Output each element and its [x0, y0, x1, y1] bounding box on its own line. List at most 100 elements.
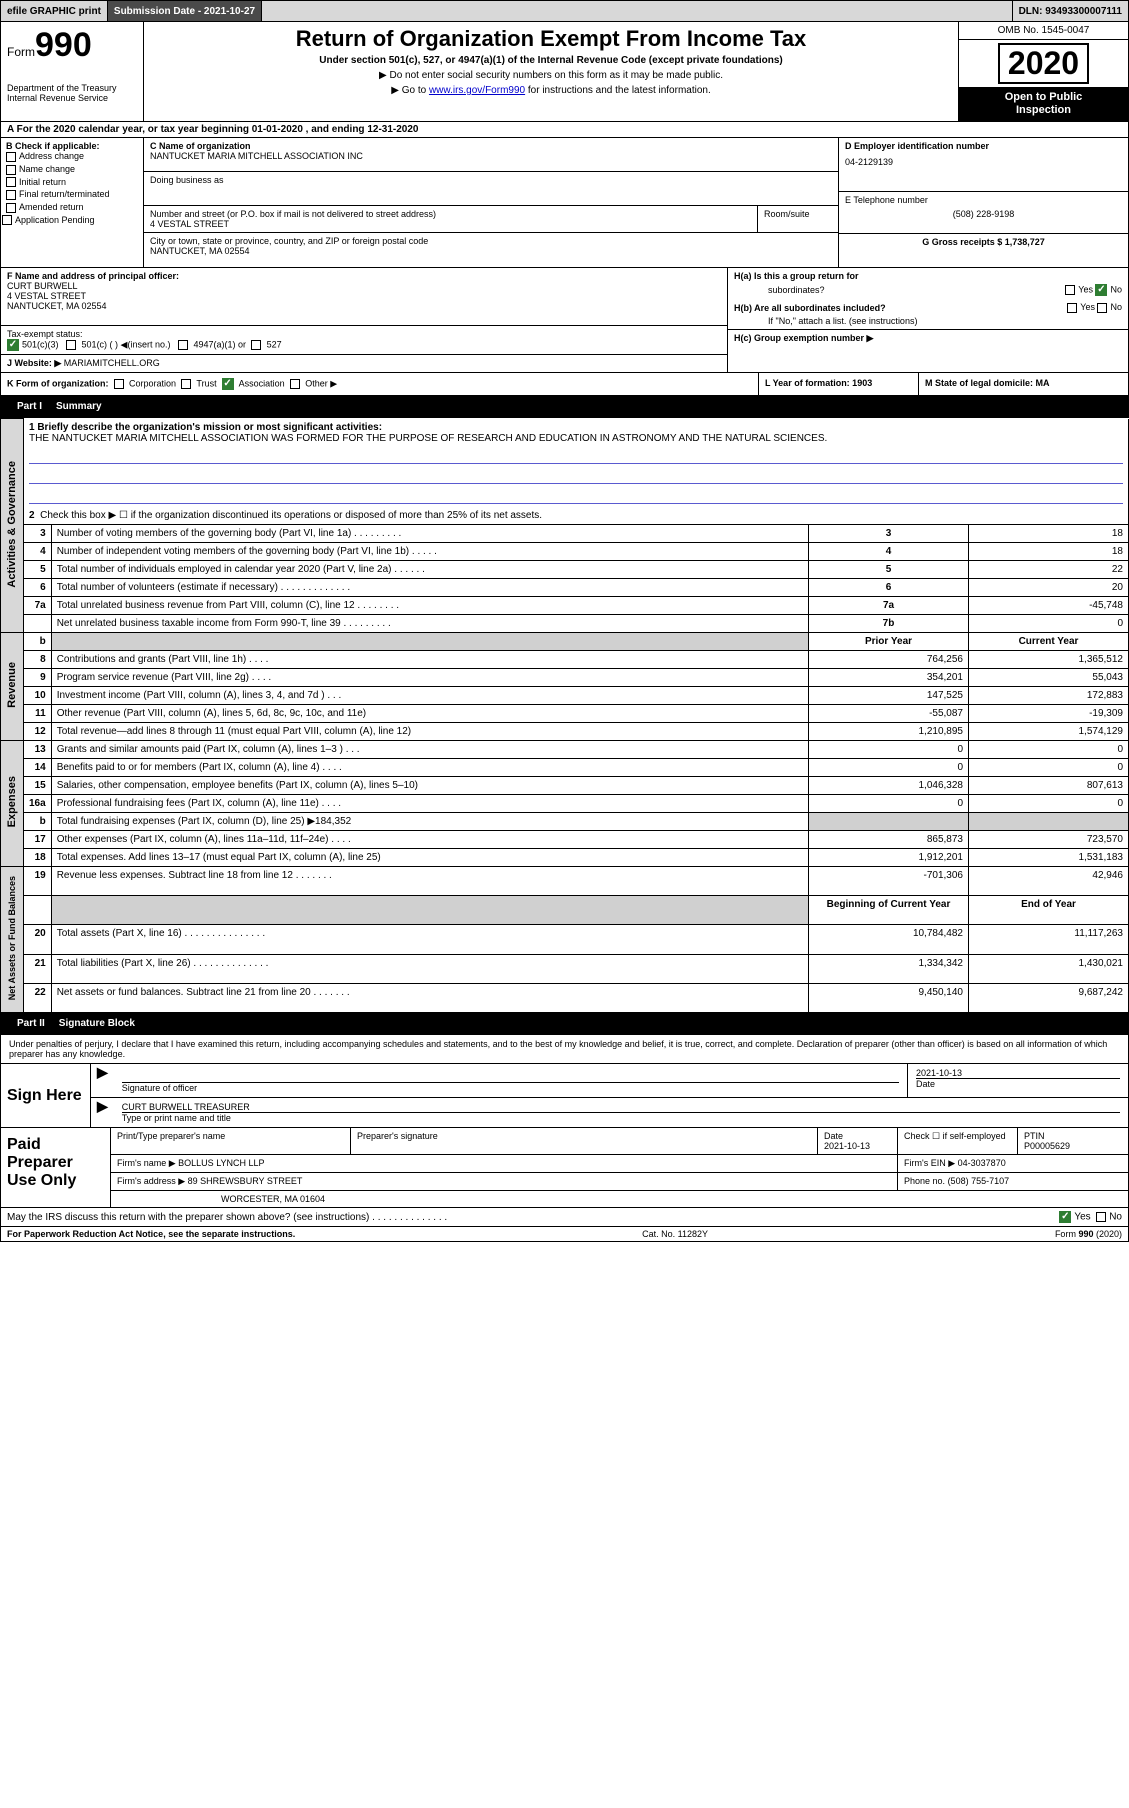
officer-label: F Name and address of principal officer: — [7, 271, 721, 281]
firm-phone-label: Phone no. — [904, 1176, 945, 1186]
row-a-tax-period: A For the 2020 calendar year, or tax yea… — [0, 122, 1129, 138]
firm-addr-label: Firm's address ▶ — [117, 1176, 185, 1186]
top-bar: efile GRAPHIC print Submission Date - 20… — [0, 0, 1129, 22]
check-icon: ✓ — [222, 378, 234, 390]
chk-initial-return[interactable]: Initial return — [6, 177, 138, 188]
form-subtitle: Under section 501(c), 527, or 4947(a)(1)… — [152, 55, 950, 66]
other-opt: Other ▶ — [305, 379, 337, 389]
perjury-declaration: Under penalties of perjury, I declare th… — [1, 1035, 1128, 1064]
q2-row: 2 Check this box ▶ ☐ if the organization… — [24, 507, 1129, 525]
yes-label: Yes — [1078, 285, 1093, 295]
pp-sig-label: Preparer's signature — [351, 1128, 818, 1154]
trust-opt: Trust — [196, 379, 216, 389]
chk-application-pending[interactable]: Application Pending — [2, 215, 134, 226]
vtab-net-assets: Net Assets or Fund Balances — [1, 866, 24, 1012]
chk-trust[interactable] — [181, 379, 191, 389]
chk-amended-return[interactable]: Amended return — [6, 202, 138, 213]
open-public-badge: Open to Public Inspection — [959, 87, 1128, 121]
goto-note: ▶ Go to www.irs.gov/Form990 for instruct… — [152, 85, 950, 96]
hc-row: H(c) Group exemption number ▶ — [728, 329, 1128, 347]
ha-yes-checkbox[interactable] — [1065, 285, 1075, 295]
col-b-checkboxes: B Check if applicable: Address change Na… — [1, 138, 144, 267]
vtab-expenses: Expenses — [1, 740, 24, 866]
chk-501c[interactable] — [66, 340, 76, 350]
pp-date-label: Date — [824, 1131, 891, 1141]
org-name-label: C Name of organization — [150, 141, 832, 151]
chk-corp[interactable] — [114, 379, 124, 389]
part1-table: Activities & Governance 1 Briefly descri… — [0, 418, 1129, 1013]
assoc-opt: Association — [239, 379, 285, 389]
city-value: NANTUCKET, MA 02554 — [150, 246, 832, 256]
yes-label: Yes — [1080, 302, 1095, 312]
street-value: 4 VESTAL STREET — [150, 219, 751, 229]
arrow-icon: ▶ — [91, 1064, 114, 1097]
paid-preparer-label: Paid Preparer Use Only — [1, 1128, 111, 1207]
city-label: City or town, state or province, country… — [150, 236, 832, 246]
form-title: Return of Organization Exempt From Incom… — [152, 26, 950, 52]
ssn-note: ▶ Do not enter social security numbers o… — [152, 70, 950, 81]
submission-date-button[interactable]: Submission Date - 2021-10-27 — [108, 1, 262, 21]
chk-name-change[interactable]: Name change — [6, 164, 138, 175]
chk-address-change[interactable]: Address change — [6, 151, 138, 162]
officer-name: CURT BURWELL — [7, 281, 721, 291]
table-row: Net unrelated business taxable income fr… — [1, 614, 1129, 632]
tax-exempt-status-row: Tax-exempt status: ✓501(c)(3) 501(c) ( )… — [1, 326, 727, 355]
table-row: 5Total number of individuals employed in… — [1, 560, 1129, 578]
website-label: J Website: ▶ — [7, 358, 61, 368]
discuss-no: No — [1109, 1212, 1122, 1223]
ein-value: 04-2129139 — [845, 157, 1122, 167]
table-row: 12Total revenue—add lines 8 through 11 (… — [1, 722, 1129, 740]
type-name-label: Type or print name and title — [122, 1113, 1120, 1123]
dln-label: DLN: 93493300007111 — [1013, 1, 1128, 21]
table-row: 15Salaries, other compensation, employee… — [1, 776, 1129, 794]
discuss-question: May the IRS discuss this return with the… — [7, 1212, 447, 1223]
check-icon: ✓ — [7, 339, 19, 351]
chk-4947[interactable] — [178, 340, 188, 350]
hb-no-checkbox[interactable] — [1097, 303, 1107, 313]
table-row: 14Benefits paid to or for members (Part … — [1, 758, 1129, 776]
table-row: Net Assets or Fund Balances 19Revenue le… — [1, 866, 1129, 895]
table-row: 11Other revenue (Part VIII, column (A), … — [1, 704, 1129, 722]
ha-sub: subordinates? — [768, 285, 825, 295]
sig-date-label: Date — [916, 1079, 1120, 1089]
dba-label: Doing business as — [150, 175, 832, 185]
col-c-org-info: C Name of organization NANTUCKET MARIA M… — [144, 138, 838, 267]
part1-header: Part I Summary — [0, 396, 1129, 418]
irs-link[interactable]: www.irs.gov/Form990 — [429, 85, 525, 96]
check-icon: ✓ — [1095, 284, 1107, 296]
chk-other[interactable] — [290, 379, 300, 389]
no-label: No — [1110, 302, 1122, 312]
hb-note: If "No," attach a list. (see instruction… — [768, 316, 917, 326]
501c3-opt: 501(c)(3) — [22, 340, 59, 350]
firm-addr2: WORCESTER, MA 01604 — [111, 1191, 1128, 1207]
arrow-icon: ▶ — [91, 1098, 114, 1127]
table-row: bTotal fundraising expenses (Part IX, co… — [1, 812, 1129, 830]
website-value: MARIAMITCHELL.ORG — [64, 358, 160, 368]
form-header: Form990 Department of the Treasury Inter… — [0, 22, 1129, 122]
table-row: 16aProfessional fundraising fees (Part I… — [1, 794, 1129, 812]
ein-label: D Employer identification number — [845, 141, 1122, 151]
table-row: 6Total number of volunteers (estimate if… — [1, 578, 1129, 596]
chk-final-return[interactable]: Final return/terminated — [6, 189, 138, 200]
firm-addr1: 89 SHREWSBURY STREET — [188, 1176, 303, 1186]
table-row: 21Total liabilities (Part X, line 26) . … — [1, 954, 1129, 983]
hb-row: H(b) Are all subordinates included? Yes … — [728, 299, 1128, 316]
firm-name-value: BOLLUS LYNCH LLP — [178, 1158, 264, 1168]
table-row: 22Net assets or fund balances. Subtract … — [1, 983, 1129, 1012]
col-d-ein-phone: D Employer identification number 04-2129… — [838, 138, 1128, 267]
org-name: NANTUCKET MARIA MITCHELL ASSOCIATION INC — [150, 151, 832, 161]
501c-opt: 501(c) ( ) ◀(insert no.) — [82, 340, 171, 350]
pp-self-employed[interactable]: Check ☐ if self-employed — [898, 1128, 1018, 1154]
firm-phone-value: (508) 755-7107 — [948, 1176, 1010, 1186]
phone-value: (508) 228-9198 — [845, 209, 1122, 219]
hb-yes-checkbox[interactable] — [1067, 303, 1077, 313]
chk-527[interactable] — [251, 340, 261, 350]
table-row: 10Investment income (Part VIII, column (… — [1, 686, 1129, 704]
vtab-revenue: Revenue — [1, 632, 24, 740]
prior-year-hdr: Prior Year — [809, 632, 969, 650]
discuss-no-checkbox[interactable] — [1096, 1212, 1106, 1222]
corp-opt: Corporation — [129, 379, 176, 389]
state-domicile: M State of legal domicile: MA — [918, 373, 1128, 395]
q1-label: 1 Briefly describe the organization's mi… — [29, 422, 1123, 433]
street-label: Number and street (or P.O. box if mail i… — [150, 209, 751, 219]
